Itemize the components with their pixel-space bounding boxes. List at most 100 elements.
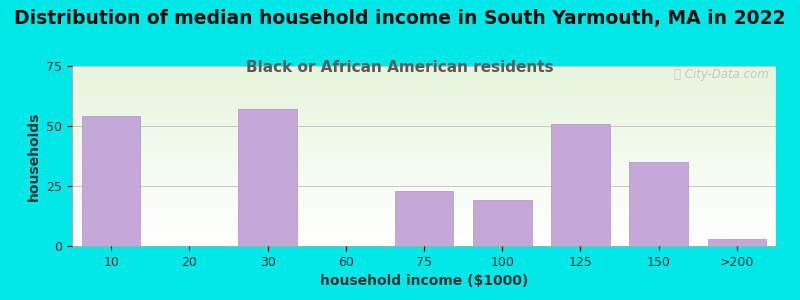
Bar: [72, 113, 776, 114]
Bar: [72, 99, 776, 100]
Bar: [72, 122, 776, 123]
Bar: [72, 119, 776, 120]
Text: Black or African American residents: Black or African American residents: [246, 60, 554, 75]
Bar: [72, 151, 776, 152]
Bar: [72, 233, 776, 234]
Bar: [72, 209, 776, 210]
Bar: [72, 168, 776, 169]
Bar: [72, 210, 776, 211]
Bar: [72, 103, 776, 104]
Bar: [72, 225, 776, 226]
Bar: [72, 149, 776, 150]
Bar: [72, 176, 776, 177]
Bar: [72, 216, 776, 217]
Bar: [72, 222, 776, 223]
Bar: [72, 183, 776, 184]
Bar: [72, 111, 776, 112]
Bar: [72, 94, 776, 95]
Bar: [72, 206, 776, 207]
Bar: [72, 207, 776, 208]
Bar: [72, 106, 776, 107]
Bar: [82, 116, 141, 246]
Bar: [72, 175, 776, 176]
Bar: [72, 192, 776, 193]
Bar: [72, 67, 776, 68]
Bar: [72, 198, 776, 199]
Bar: [72, 141, 776, 142]
Bar: [72, 116, 776, 117]
Bar: [72, 85, 776, 86]
Bar: [72, 158, 776, 159]
Bar: [72, 75, 776, 76]
Bar: [72, 166, 776, 167]
Bar: [72, 126, 776, 127]
Bar: [72, 121, 776, 122]
Bar: [72, 137, 776, 138]
Bar: [72, 197, 776, 198]
Bar: [72, 73, 776, 74]
Bar: [72, 228, 776, 229]
Bar: [72, 100, 776, 101]
Bar: [72, 112, 776, 113]
Bar: [72, 208, 776, 209]
Bar: [72, 200, 776, 201]
Bar: [72, 146, 776, 147]
Bar: [72, 95, 776, 96]
Bar: [72, 70, 776, 71]
Bar: [72, 203, 776, 204]
Bar: [72, 139, 776, 140]
Bar: [72, 179, 776, 180]
Bar: [72, 132, 776, 133]
Bar: [72, 138, 776, 139]
Bar: [72, 236, 776, 237]
Bar: [72, 90, 776, 91]
Bar: [72, 196, 776, 197]
Bar: [72, 169, 776, 170]
Bar: [72, 159, 776, 160]
Bar: [72, 224, 776, 225]
Bar: [72, 92, 776, 93]
Bar: [72, 154, 776, 155]
Bar: [72, 186, 776, 187]
Bar: [72, 174, 776, 175]
Bar: [72, 178, 776, 179]
Bar: [72, 79, 776, 80]
Bar: [72, 239, 776, 240]
Bar: [72, 218, 776, 219]
Bar: [707, 239, 766, 246]
Bar: [72, 125, 776, 126]
Bar: [72, 128, 776, 129]
Bar: [72, 161, 776, 162]
Bar: [630, 162, 688, 246]
Bar: [72, 120, 776, 121]
Bar: [72, 77, 776, 78]
Bar: [72, 87, 776, 88]
Bar: [72, 133, 776, 134]
Bar: [72, 93, 776, 94]
Bar: [72, 187, 776, 188]
Bar: [72, 102, 776, 103]
Bar: [72, 226, 776, 227]
Bar: [72, 91, 776, 92]
Bar: [72, 135, 776, 136]
Bar: [72, 96, 776, 97]
Bar: [72, 199, 776, 200]
Bar: [72, 242, 776, 243]
Bar: [72, 142, 776, 143]
Bar: [72, 230, 776, 231]
Bar: [72, 194, 776, 195]
Bar: [473, 200, 531, 246]
Bar: [72, 205, 776, 206]
Bar: [72, 152, 776, 153]
Bar: [72, 134, 776, 135]
Bar: [72, 97, 776, 98]
Bar: [72, 238, 776, 239]
Bar: [72, 150, 776, 151]
Bar: [72, 182, 776, 183]
Bar: [72, 220, 776, 221]
Bar: [72, 234, 776, 235]
Bar: [72, 212, 776, 213]
Bar: [72, 241, 776, 242]
X-axis label: household income ($1000): household income ($1000): [320, 274, 528, 288]
Bar: [72, 66, 776, 67]
